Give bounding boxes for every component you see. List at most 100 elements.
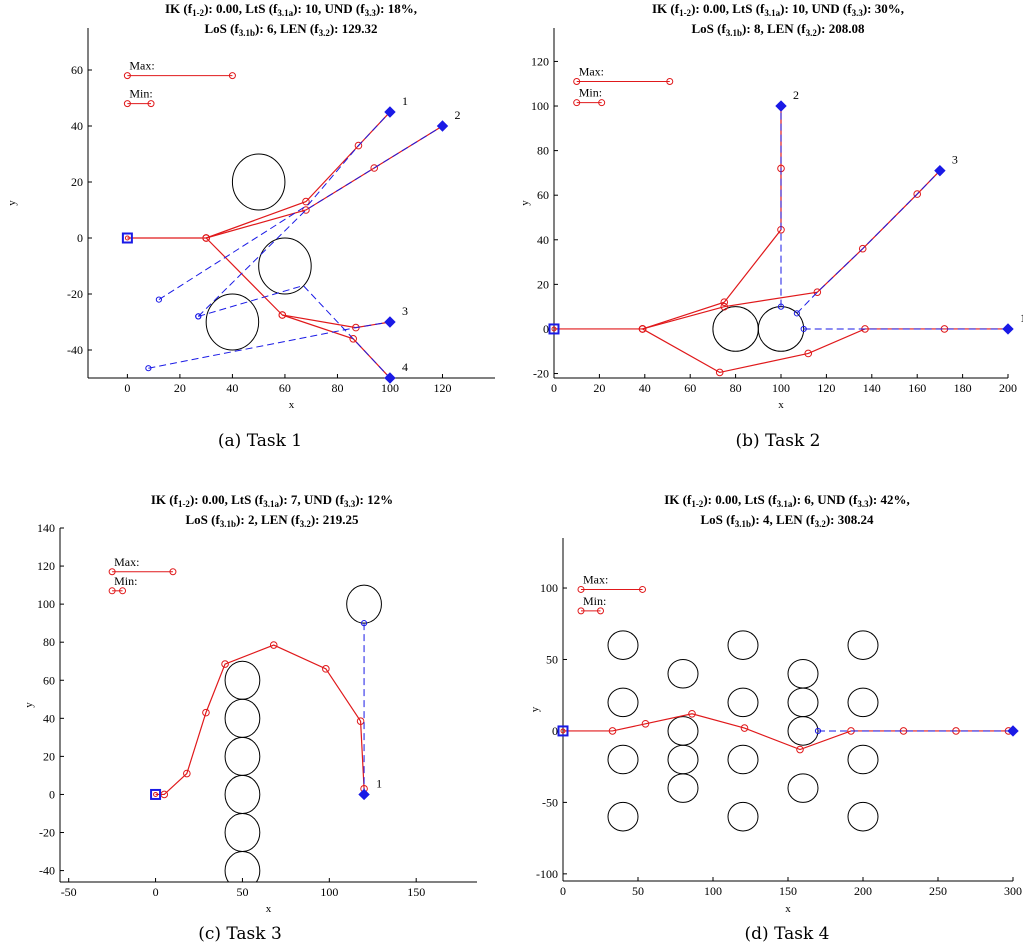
y-tick-label: 40 [71,119,83,133]
origin-point [551,326,557,332]
blue-path-line [197,125,443,317]
obstacle-circle [224,660,261,700]
origin-square [121,232,133,244]
legend-max-point [639,585,646,593]
y-tick-label: -20 [39,826,55,840]
y-axis-label: y [519,200,531,206]
chart-title-line1: IK (f1-2): 0.00, LtS (f3.1a): 7, UND (f3… [151,492,393,509]
subfigure-caption: (d) Task 4 [745,924,830,944]
x-tick-label: 0 [153,885,159,899]
x-tick-label: 180 [954,381,972,395]
obstacle-circle [787,687,819,718]
x-tick-label: 200 [999,381,1017,395]
red-path-point [202,708,210,717]
panel-2: IK (f1-2): 0.00, LtS (f3.1a): 10, UND (f… [519,1,1023,451]
legend-max-label: Max: [129,59,154,73]
red-path-point [349,335,358,343]
x-tick-label: 20 [593,381,605,395]
target-label: 4 [402,360,408,374]
legend-max-label: Max: [583,572,608,586]
y-tick-label: 50 [546,652,558,666]
target-label: 1 [1020,311,1023,325]
origin-point [560,728,566,734]
y-tick-label: -20 [533,367,549,381]
red-path-line [642,170,941,330]
blue-path-point [145,365,152,372]
target-label: 3 [402,304,408,318]
obstacle-circle [667,744,699,775]
legend-min-label: Min: [579,86,602,100]
obstacle-circle [607,630,639,660]
obstacle-circle [205,293,260,351]
red-path-point [302,206,310,214]
y-tick-label: 120 [37,559,55,573]
plot-area [554,102,1008,377]
red-path-point [858,244,867,253]
y-tick-label: 0 [543,322,549,336]
obstacle-circle [224,812,261,853]
red-path-point [269,641,278,649]
y-tick-label: 20 [43,749,55,763]
target-marker [775,100,787,112]
legend-max-point [573,78,581,86]
origin-square [557,725,569,737]
x-tick-label: 120 [817,381,835,395]
origin-square [548,323,560,335]
x-tick-label: 300 [1004,884,1022,898]
chart-title-line1: IK (f1-2): 0.00, LtS (f3.1a): 10, UND (f… [165,1,417,18]
target-marker [1002,323,1014,335]
legend-min-point [598,99,606,107]
blue-path-line [796,170,941,314]
red-path-point [302,197,310,206]
red-path-point [354,141,363,150]
obstacle-circle [727,744,759,775]
blue-path-point [195,313,202,320]
plot-area [563,630,1013,832]
y-tick-label: 20 [537,277,549,291]
y-tick-label: 80 [43,635,55,649]
target-marker [384,372,396,384]
obstacle-circle [787,773,819,803]
y-tick-label: 40 [43,711,55,725]
plot-area [155,584,382,882]
panel-4: IK (f1-2): 0.00, LtS (f3.1a): 6, UND (f3… [529,492,1022,944]
x-tick-label: -50 [61,885,77,899]
obstacle-circle [787,716,819,746]
legend-min-point [577,607,585,615]
y-tick-label: 100 [531,99,549,113]
y-axis-label: y [529,706,541,712]
x-tick-label: 60 [684,381,696,395]
chart-title-line2: LoS (f3.1b): 6, LEN (f3.2): 129.32 [204,21,377,38]
x-axis-label: x [266,903,272,915]
obstacle-circle [224,851,261,882]
red-path-point [638,325,647,333]
obstacle-circle [727,630,759,660]
x-tick-label: 50 [236,885,248,899]
x-tick-label: 200 [854,884,872,898]
y-tick-label: 140 [37,521,55,535]
x-tick-label: 40 [226,381,238,395]
red-path-point [356,717,365,725]
x-tick-label: 100 [381,381,399,395]
x-tick-label: 150 [779,884,797,898]
obstacle-circle [224,774,261,814]
y-tick-label: 0 [49,787,55,801]
plot-area [127,108,447,378]
red-path-point [183,769,191,778]
obstacle-circle [667,658,699,689]
y-tick-label: 60 [71,63,83,77]
red-path-point [688,709,696,718]
x-tick-label: 160 [908,381,926,395]
obstacle-circle [847,744,879,775]
x-axis-label: x [778,399,784,411]
y-tick-label: -40 [39,864,55,878]
red-path-line [205,237,391,329]
red-path-point [913,190,922,198]
x-tick-label: 20 [174,381,186,395]
obstacle-circle [607,687,639,718]
subfigure-caption: (c) Task 3 [198,924,282,944]
subfigure-caption: (a) Task 1 [218,431,302,451]
red-path-point [352,323,360,332]
red-path-line [155,644,365,796]
